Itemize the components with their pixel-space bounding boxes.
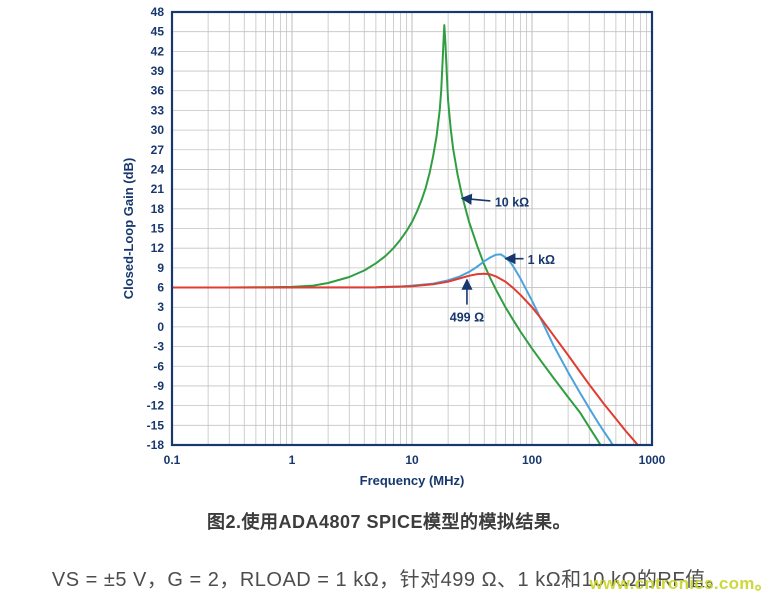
series-line-1 (172, 253, 614, 445)
annotation-label-2: 499 Ω (450, 311, 484, 325)
y-tick-label: -12 (147, 399, 165, 413)
x-tick-label: 100 (522, 453, 542, 467)
y-tick-label: 36 (151, 84, 165, 98)
y-tick-label: -15 (147, 418, 165, 432)
y-tick-label: 45 (151, 25, 165, 39)
y-tick-label: 48 (151, 5, 165, 19)
series-line-0 (172, 24, 602, 445)
y-tick-label: -9 (153, 379, 164, 393)
y-tick-label: -18 (147, 438, 165, 452)
y-tick-label: 39 (151, 64, 165, 78)
x-axis-title: Frequency (MHz) (360, 473, 465, 488)
x-tick-label: 1 (289, 453, 296, 467)
gain-frequency-figure: -18 -15 -12 -9 -6 -3 0 3 6 9 12 15 18 21 24 27 30 33 36 39 4… (121, 5, 666, 488)
y-tick-label: 15 (151, 222, 165, 236)
y-tick-label: 42 (151, 44, 165, 58)
y-tick-label: 0 (157, 320, 164, 334)
annotation-label-1: 1 kΩ (528, 253, 555, 267)
chart-canvas: -18-15-12-9-6-30369121518212427303336394… (121, 5, 666, 488)
y-tick-label: 3 (157, 300, 164, 314)
y-tick-label: 30 (151, 123, 165, 137)
plot-border (170, 10, 654, 447)
y-axis-title: Closed-Loop Gain (dB) (121, 158, 136, 300)
annotation-label-0: 10 kΩ (495, 195, 529, 209)
y-tick-label: -6 (153, 359, 164, 373)
y-tick-label: -3 (153, 340, 164, 354)
annotation-arrow-0 (460, 193, 491, 205)
series-line-2 (172, 272, 639, 445)
y-tick-label: 27 (151, 143, 165, 157)
figure-caption: 图2.使用ADA4807 SPICE模型的模拟结果。 (206, 512, 572, 532)
y-tick-label: 33 (151, 103, 165, 117)
watermark: www.cntronics.com。 (589, 574, 772, 593)
x-tick-label: 0.1 (164, 453, 181, 467)
y-tick-label: 6 (157, 281, 164, 295)
y-tick-label: 24 (151, 162, 165, 176)
y-tick-label: 9 (157, 261, 164, 275)
y-tick-label: 18 (151, 202, 165, 216)
y-tick-label: 21 (151, 182, 165, 196)
x-tick-label: 10 (405, 453, 419, 467)
x-tick-label: 1000 (639, 453, 666, 467)
figure-subcaption: VS = ±5 V，G = 2，RLOAD = 1 kΩ，针对499 Ω、1 k… (51, 569, 727, 591)
y-tick-label: 12 (151, 241, 165, 255)
